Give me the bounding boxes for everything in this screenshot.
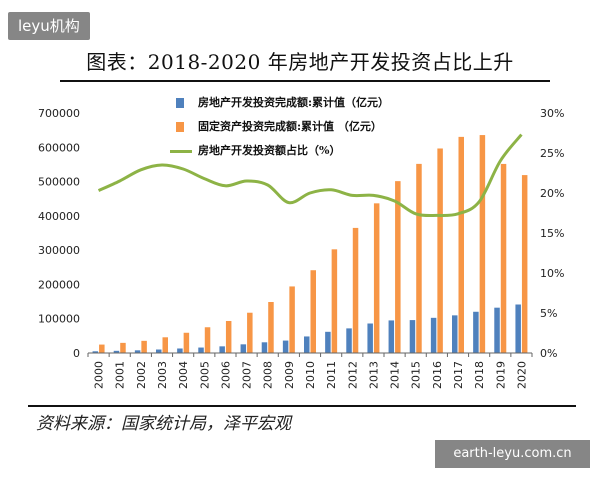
bar-real-estate-2000	[92, 351, 99, 353]
bar-fixed-asset-2009	[289, 286, 295, 353]
title-underline	[60, 80, 550, 82]
x-tick-label: 2016	[431, 361, 444, 389]
bar-fixed-asset-2004	[183, 332, 190, 353]
bar-real-estate-2002	[134, 350, 141, 353]
bar-real-estate-2004	[177, 348, 183, 353]
bar-real-estate-2011	[325, 331, 331, 353]
x-tick-label: 2017	[452, 361, 465, 389]
x-tick-label: 2012	[346, 361, 359, 389]
bar-fixed-asset-2015	[416, 163, 422, 353]
bar-real-estate-2005	[198, 347, 204, 353]
left-axis: 0 100000 200000 300000 400000 500000 600000 700…	[38, 107, 80, 360]
footer-rule	[28, 405, 576, 407]
left-tick-label: 0	[73, 347, 80, 360]
x-tick-label: 2018	[473, 361, 486, 389]
right-tick-label: 15%	[540, 227, 564, 240]
bar-real-estate-2007	[240, 344, 247, 353]
left-tick-label: 600000	[38, 141, 80, 154]
bar-fixed-asset-2017	[458, 136, 464, 353]
bar-fixed-asset-2020	[521, 175, 528, 353]
x-tick-label: 2001	[114, 361, 127, 389]
legend-label-share: 房地产开发投资额占比（%）	[198, 144, 341, 157]
bar-real-estate-2014	[388, 320, 395, 353]
bar-real-estate-2020	[515, 304, 521, 353]
line-share-series	[97, 133, 523, 218]
right-tick-label: 5%	[540, 307, 557, 320]
bar-fixed-asset-2019	[500, 163, 507, 353]
left-tick-label: 500000	[38, 176, 80, 189]
x-tick-label: 2003	[156, 361, 169, 389]
x-tick-label: 2020	[515, 361, 528, 389]
left-tick-label: 200000	[38, 278, 80, 291]
bar-fixed-asset-2012	[352, 227, 359, 353]
bar-fixed-asset-2002	[141, 340, 147, 353]
bar-real-estate-2016	[430, 317, 437, 353]
chart-title: 图表：2018-2020 年房地产开发投资占比上升	[86, 50, 514, 74]
legend-swatch-green	[170, 150, 192, 153]
left-tick-label: 100000	[38, 313, 80, 326]
right-tick-label: 20%	[540, 187, 564, 200]
x-tick-label: 2008	[262, 361, 275, 389]
x-tick-label: 2007	[241, 361, 254, 389]
bar-fixed-asset-2003	[162, 337, 168, 353]
x-tick-label: 2005	[198, 361, 211, 389]
bar-fixed-asset-2001	[120, 342, 126, 353]
watermark-top: leyu机构	[8, 12, 90, 40]
bar-real-estate-2018	[473, 311, 479, 353]
left-tick-label: 300000	[38, 244, 80, 257]
bar-fixed-asset-2010	[310, 270, 316, 353]
bar-fixed-asset-2018	[479, 135, 486, 353]
x-tick-label: 2014	[389, 361, 402, 389]
right-axis: 0% 5% 10% 15% 20% 25% 30%	[540, 107, 564, 360]
bar-real-estate-2008	[261, 342, 268, 353]
chart-svg: 0 100000 200000 300000 400000 500000 600000 700…	[38, 107, 564, 389]
bar-fixed-asset-2000	[99, 344, 105, 353]
x-tick-label: 2009	[283, 361, 296, 389]
x-tick-label: 2019	[494, 361, 507, 389]
right-tick-label: 10%	[540, 267, 564, 280]
bar-fixed-asset-2008	[268, 302, 274, 353]
line-group	[97, 133, 523, 218]
bar-fixed-asset-2006	[225, 320, 232, 353]
bar-fixed-asset-2005	[204, 327, 211, 353]
bars-group	[92, 135, 528, 353]
bar-real-estate-2009	[282, 340, 289, 353]
left-tick-label: 700000	[38, 107, 80, 120]
x-tick-label: 2006	[219, 361, 232, 389]
watermark-bottom: earth-leyu.com.cn	[435, 440, 590, 468]
x-tick-label: 2002	[135, 361, 148, 389]
legend-label-fixed-asset: 固定资产投资完成额:累计值 （亿元）	[198, 120, 382, 133]
source-note: 资料来源：国家统计局，泽平宏观	[36, 414, 291, 434]
x-tick-label: 2011	[325, 361, 338, 389]
bar-fixed-asset-2007	[247, 312, 253, 353]
bar-real-estate-2019	[494, 307, 500, 353]
x-tick-label: 2000	[93, 361, 106, 389]
x-tick-label: 2013	[367, 361, 380, 389]
bar-fixed-asset-2014	[395, 181, 401, 353]
legend-label-real-estate: 房地产开发投资完成额:累计值（亿元）	[198, 96, 390, 109]
x-tick-label: 2015	[410, 361, 423, 389]
bar-real-estate-2003	[156, 349, 162, 353]
right-tick-label: 25%	[540, 147, 564, 160]
x-axis: 2000 2001 2002 2003 2004 2005 2006 2007 2008 2009…	[87, 352, 533, 389]
x-tick-label: 2010	[304, 361, 317, 389]
bar-real-estate-2010	[304, 336, 310, 353]
right-tick-label: 0%	[540, 347, 557, 360]
bar-real-estate-2001	[113, 350, 120, 353]
right-tick-label: 30%	[540, 107, 564, 120]
bar-real-estate-2012	[346, 328, 352, 353]
bar-real-estate-2017	[452, 315, 458, 353]
bar-fixed-asset-2016	[437, 148, 443, 353]
legend-swatch-blue	[176, 98, 184, 108]
left-tick-label: 400000	[38, 210, 80, 223]
bar-fixed-asset-2011	[331, 249, 338, 353]
bar-real-estate-2013	[367, 323, 373, 353]
bar-real-estate-2006	[219, 346, 225, 353]
legend-swatch-orange	[176, 122, 184, 132]
x-tick-label: 2004	[177, 361, 190, 389]
bar-fixed-asset-2013	[373, 203, 380, 353]
bar-real-estate-2015	[409, 320, 416, 353]
